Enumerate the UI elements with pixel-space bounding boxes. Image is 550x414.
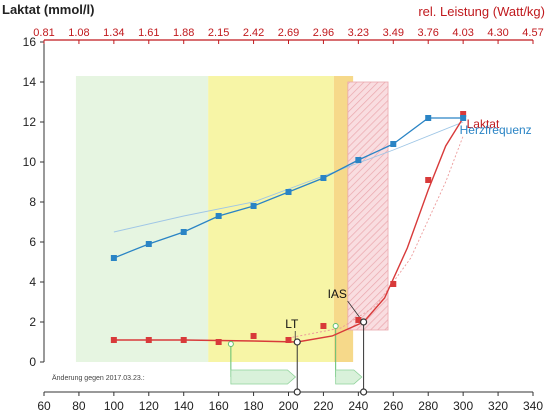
top-tick-label: 2.15 — [208, 27, 229, 39]
zone-band-4 — [347, 81, 389, 331]
y-tick-label: 0 — [29, 355, 36, 369]
x-tick-label: 320 — [488, 399, 508, 413]
chart-axes: 0 2 4 6 8 10 12 14 16 60 80 100 120 140 160 180 200 220 24… — [23, 27, 544, 413]
heart-rate-point — [285, 189, 292, 195]
y-tick-label: 4 — [29, 275, 36, 289]
top-tick-label: 4.03 — [452, 27, 473, 39]
threshold-label-lt: LT — [285, 317, 299, 331]
heart-rate-point — [320, 175, 327, 181]
threshold-axis-marker — [293, 388, 301, 396]
y-tick-label: 14 — [23, 75, 37, 89]
lactate-point — [145, 337, 152, 343]
x-tick-label: 100 — [104, 399, 124, 413]
y-tick-label: 6 — [29, 235, 36, 249]
top-axis-title: rel. Leistung (Watt/kg) — [418, 4, 545, 19]
x-tick-label: 340 — [523, 399, 543, 413]
lactate-point — [355, 317, 362, 323]
lactate-point — [110, 337, 117, 343]
threshold-marker — [293, 338, 301, 346]
lactate-point — [320, 323, 327, 329]
top-tick-label: 2.69 — [278, 27, 299, 39]
x-tick-label: 280 — [418, 399, 438, 413]
ias-previous-marker — [332, 323, 339, 329]
top-tick-label: 3.23 — [348, 27, 369, 39]
x-tick-label: 220 — [313, 399, 333, 413]
x-tick-label: 240 — [348, 399, 368, 413]
lt-previous-marker — [227, 341, 234, 347]
y-tick-label: 12 — [23, 115, 37, 129]
heart-rate-point — [460, 115, 467, 121]
threshold-leader — [347, 300, 362, 321]
heart-rate-point — [145, 241, 152, 247]
lactate-point — [425, 177, 432, 183]
heart-rate-point — [215, 213, 222, 219]
zone-band-2 — [208, 76, 334, 362]
y-axis-title: Laktat (mmol/l) — [2, 2, 94, 17]
x-tick-label: 160 — [209, 399, 229, 413]
top-tick-label: 4.57 — [522, 27, 543, 39]
x-tick-label: 140 — [174, 399, 194, 413]
training-zones — [75, 76, 389, 362]
heart-rate-point — [425, 115, 432, 121]
ias-change-arrow — [335, 369, 363, 385]
heart-rate-point — [355, 157, 362, 163]
threshold-label-ias: IAS — [328, 287, 347, 301]
top-tick-label: 1.61 — [138, 27, 159, 39]
heart-rate-point — [390, 141, 397, 147]
chart-labels: Laktat (mmol/l) rel. Leistung (Watt/kg) La… — [2, 2, 545, 382]
threshold-guides — [230, 300, 365, 392]
top-tick-label: 2.96 — [313, 27, 334, 39]
y-tick-label: 2 — [29, 315, 36, 329]
top-tick-label: 3.76 — [418, 27, 439, 39]
heart-rate-point — [250, 203, 257, 209]
top-tick-label: 4.30 — [487, 27, 508, 39]
y-tick-label: 16 — [23, 35, 37, 49]
top-tick-label: 1.34 — [103, 27, 124, 39]
top-tick-label: 3.49 — [383, 27, 404, 39]
y-tick-label: 10 — [23, 155, 37, 169]
threshold-marker — [359, 318, 368, 326]
lactate-point — [215, 339, 222, 345]
y-tick-label: 8 — [29, 195, 36, 209]
lactate-series-label: Laktat — [467, 117, 500, 131]
zone-edge — [75, 76, 84, 362]
heart-rate-point — [180, 229, 187, 235]
zone-base — [113, 344, 209, 362]
zone-band-1 — [78, 76, 209, 362]
lactate-point — [460, 111, 467, 117]
change-note: Änderung gegen 2017.03.23.: — [52, 374, 145, 382]
x-tick-label: 80 — [72, 399, 86, 413]
lactate-point — [250, 333, 257, 339]
x-tick-label: 180 — [244, 399, 264, 413]
heart-rate-series-label: Herzfrequenz — [460, 123, 532, 137]
x-tick-label: 300 — [453, 399, 473, 413]
x-tick-label: 60 — [37, 399, 51, 413]
heart-rate-point — [110, 255, 117, 261]
threshold-axis-marker — [359, 388, 368, 396]
top-tick-label: 2.42 — [243, 27, 264, 39]
top-tick-label: 1.88 — [173, 27, 194, 39]
x-tick-label: 260 — [383, 399, 403, 413]
x-tick-label: 120 — [139, 399, 159, 413]
lactate-point — [390, 281, 397, 287]
top-tick-label: 1.08 — [68, 27, 89, 39]
lt-change-arrow — [230, 369, 297, 385]
lactate-point — [285, 337, 292, 343]
lactate-point — [180, 337, 187, 343]
chart-marks — [110, 111, 467, 396]
top-tick-label: 0.81 — [33, 27, 54, 39]
x-tick-label: 200 — [278, 399, 298, 413]
